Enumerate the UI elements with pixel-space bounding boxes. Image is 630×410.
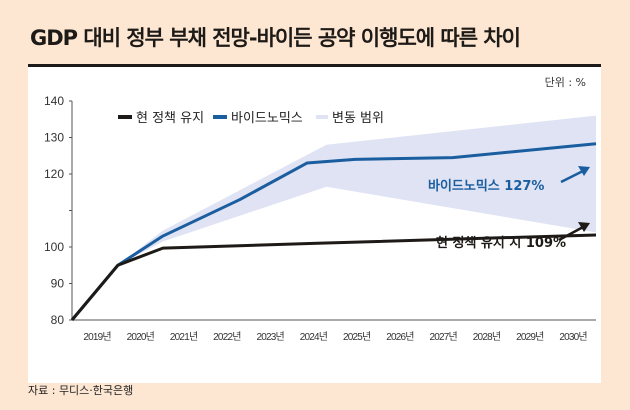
y-tick-label: 90 — [51, 277, 65, 291]
x-tick-label: 2025년 — [343, 331, 371, 343]
x-tick-label: 2026년 — [386, 331, 414, 343]
y-tick-label: 80 — [51, 313, 65, 327]
arrow-bidenomics — [560, 166, 590, 184]
chart-panel — [28, 67, 601, 383]
unit-label: 단위 : % — [544, 76, 586, 89]
range-band — [117, 115, 597, 266]
y-tick-label: 130 — [44, 131, 64, 145]
x-tick-label: 2020년 — [127, 331, 155, 343]
legend-label-current-policy: 현 정책 유지 — [136, 111, 204, 126]
y-tick-label: 140 — [44, 94, 64, 108]
line-current-policy — [70, 233, 597, 321]
x-tick-label: 2027년 — [430, 331, 458, 343]
chart-title: GDP 대비 정부 부채 전망-바이든 공약 이행도에 따른 차이 — [30, 26, 521, 50]
line-bidenomics — [70, 142, 597, 321]
y-tick-label: 100 — [44, 240, 64, 254]
arrow-current-policy — [558, 222, 590, 242]
annotation-bidenomics: 바이드노믹스 127% — [428, 178, 544, 194]
x-tick-label: 2024년 — [300, 331, 328, 343]
legend-label-bidenomics: 바이드노믹스 — [231, 111, 303, 126]
y-tick-label: 120 — [44, 167, 64, 181]
source-note: 자료 : 무디스·한국은행 — [28, 384, 134, 397]
annotation-current-policy: 현 정책 유지 시 109% — [436, 235, 566, 251]
title-rule — [28, 64, 601, 67]
legend-label-range: 변동 범위 — [332, 111, 384, 126]
x-tick-label: 2029년 — [516, 331, 544, 343]
x-tick-label: 2021년 — [170, 331, 198, 343]
x-tick-label: 2030년 — [559, 331, 587, 343]
x-tick-label: 2019년 — [83, 331, 111, 343]
x-tick-label: 2023년 — [256, 331, 284, 343]
x-tick-label: 2022년 — [213, 331, 241, 343]
x-tick-label: 2028년 — [473, 331, 501, 343]
